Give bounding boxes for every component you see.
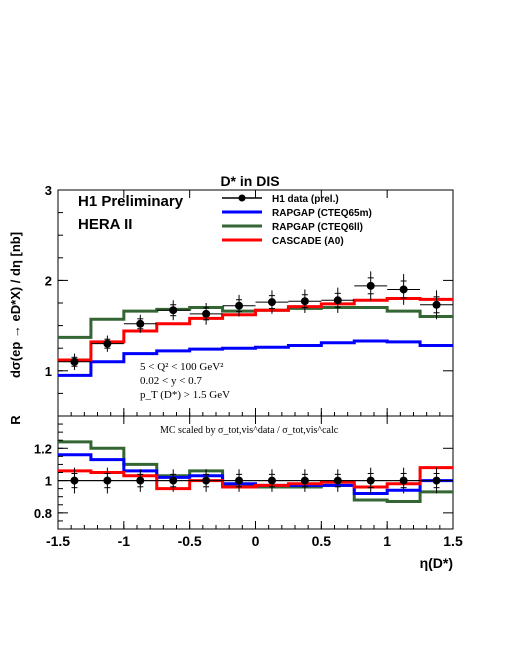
x-tick-label: 1	[383, 533, 391, 549]
bottom-panel	[58, 440, 453, 504]
top-data-marker	[399, 285, 408, 294]
dataset-label: HERA II	[78, 216, 132, 233]
top-hist-rapgap-cteq65m	[58, 339, 453, 377]
top-data-point	[420, 290, 453, 320]
top-y-tick-label: 1	[45, 364, 52, 379]
legend-label-data: H1 data (prel.)	[272, 194, 339, 205]
top-hist-cascade	[58, 296, 453, 362]
top-data-point	[288, 289, 322, 313]
bottom-data-point	[354, 467, 388, 494]
top-y-axis-title: dσ(ep → eD*X) / dη [nb]	[8, 232, 23, 378]
top-data-points	[58, 271, 453, 370]
chart-title: D* in DIS	[220, 173, 279, 189]
bottom-data-point	[321, 469, 355, 492]
bottom-data-point	[222, 469, 256, 492]
bottom-data-point	[288, 469, 322, 492]
top-data-point	[90, 335, 124, 352]
ratio-note: MC scaled by σ_tot,vis^data / σ_tot,vis^…	[160, 425, 339, 436]
top-data-marker	[333, 296, 342, 305]
top-data-marker	[235, 301, 244, 310]
bottom-hist-cascade	[58, 466, 453, 491]
bottom-data-point	[189, 469, 223, 492]
bottom-data-marker	[202, 476, 211, 485]
bottom-data-point	[387, 467, 421, 494]
top-data-marker	[136, 319, 145, 328]
top-data-point	[123, 314, 157, 333]
axes: 1 2 3 0.8 1 1.2 -1.5 -1 -0.5 0 0.5 1 1.5	[34, 183, 463, 549]
bottom-y-tick-label: 1.2	[34, 441, 52, 456]
bottom-data-point	[123, 469, 157, 492]
x-tick-label: 0	[252, 533, 260, 549]
x-axis-title: η(D*)	[420, 555, 453, 571]
top-data-marker	[103, 339, 112, 348]
top-data-point	[387, 274, 421, 305]
top-panel	[58, 271, 453, 377]
bottom-y-tick-label: 0.8	[34, 506, 52, 521]
top-data-point	[156, 300, 190, 321]
top-data-point	[58, 353, 91, 370]
cut-q2: 5 < Q² < 100 GeV²	[140, 361, 224, 373]
bottom-data-marker	[267, 476, 276, 485]
bottom-data-marker	[70, 476, 79, 485]
x-tick-label: 0.5	[312, 533, 332, 549]
top-data-point	[189, 303, 223, 325]
cut-y: 0.02 < y < 0.7	[140, 375, 202, 387]
bottom-y-axis-title: R	[8, 415, 23, 425]
legend-label-rapgap-cteq65m: RAPGAP (CTEQ65m)	[272, 208, 372, 219]
bottom-data-marker	[103, 476, 112, 485]
top-data-point	[255, 290, 289, 314]
x-tick-label: -1.5	[46, 533, 70, 549]
bottom-data-marker	[169, 476, 178, 485]
top-data-marker	[432, 300, 441, 309]
bottom-data-marker	[366, 476, 375, 485]
bottom-data-marker	[432, 476, 441, 485]
cuts-text: 5 < Q² < 100 GeV² 0.02 < y < 0.7 p_T (D*…	[140, 361, 230, 401]
top-data-marker	[202, 309, 211, 318]
top-data-point	[321, 287, 355, 313]
x-tick-label: 1.5	[443, 533, 463, 549]
top-data-point	[354, 271, 388, 301]
legend-marker-data	[238, 194, 246, 202]
cut-pt: p_T (D*) > 1.5 GeV	[140, 389, 230, 401]
legend-label-rapgap-cteq6ll: RAPGAP (CTEQ6ll)	[272, 222, 363, 233]
x-tick-label: -0.5	[178, 533, 202, 549]
bottom-data-marker	[235, 476, 244, 485]
top-data-marker	[267, 298, 276, 307]
top-data-point	[222, 294, 256, 317]
top-data-marker	[70, 357, 79, 366]
bottom-y-tick-label: 1	[45, 474, 52, 489]
top-y-tick-label: 2	[45, 273, 52, 288]
bottom-data-point	[255, 469, 289, 492]
bottom-data-marker	[300, 476, 309, 485]
bottom-data-point	[90, 467, 124, 494]
top-y-tick-label: 3	[45, 183, 52, 198]
legend: H1 data (prel.) RAPGAP (CTEQ65m) RAPGAP …	[222, 194, 372, 247]
bottom-data-marker	[333, 476, 342, 485]
x-tick-label: -1	[118, 533, 131, 549]
preliminary-label: H1 Preliminary	[78, 193, 184, 210]
top-data-marker	[366, 281, 375, 290]
bottom-data-marker	[136, 476, 145, 485]
legend-label-cascade: CASCADE (A0)	[272, 236, 344, 247]
top-data-marker	[300, 297, 309, 306]
bottom-data-marker	[399, 476, 408, 485]
top-data-marker	[169, 306, 178, 315]
bottom-data-point	[156, 469, 190, 492]
